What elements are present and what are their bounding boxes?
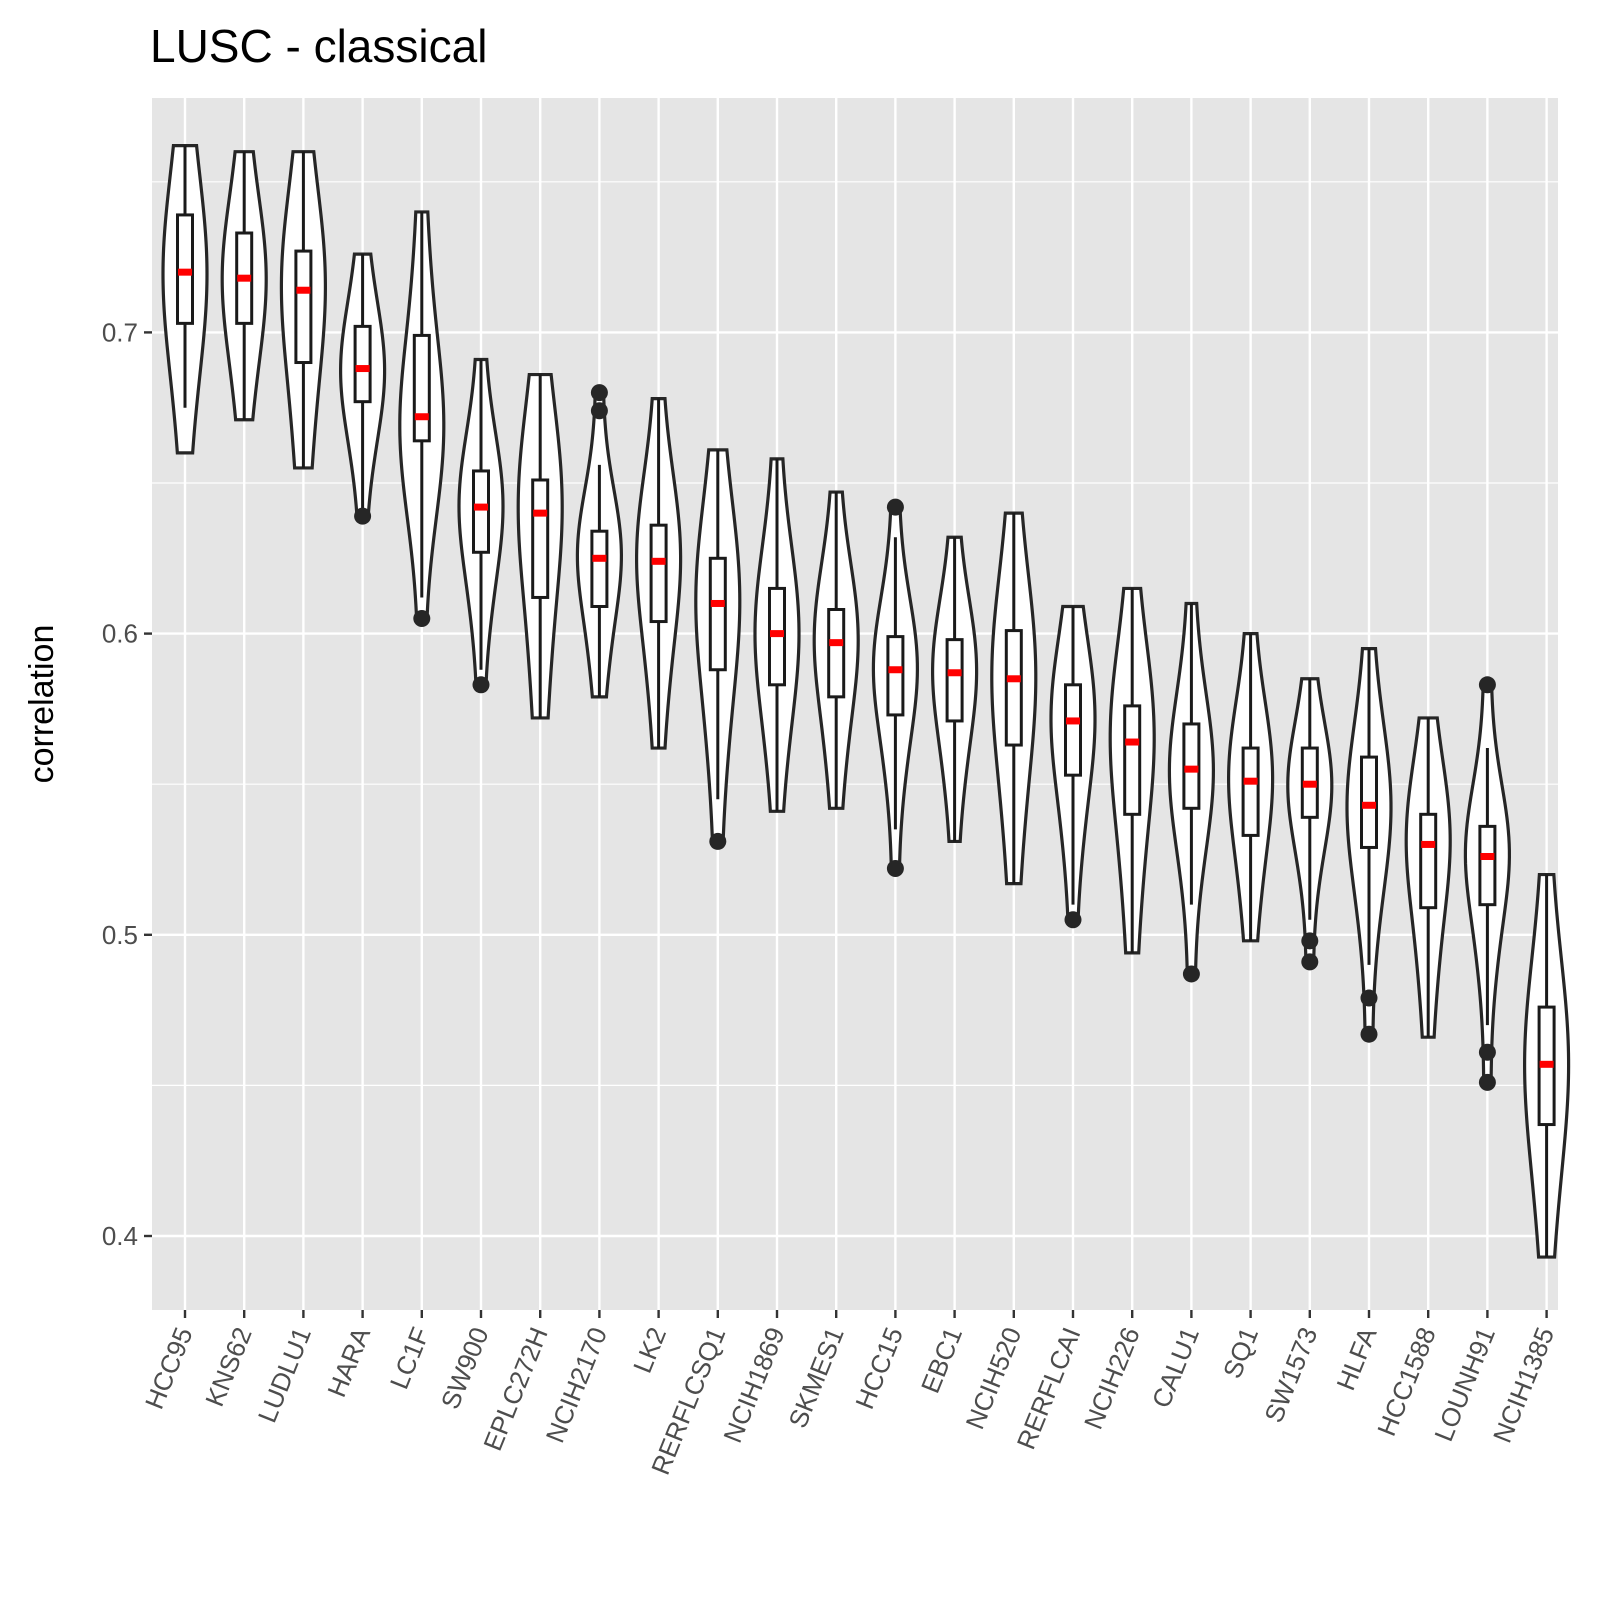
violin-group [338,252,387,525]
box [1419,812,1438,910]
violin-group [575,384,624,699]
outlier-point [1478,1043,1496,1061]
outlier-point [413,610,431,628]
violin-group [1049,604,1097,929]
violin-group [812,490,860,810]
box [412,333,431,443]
outlier-point [886,860,904,878]
y-axis: 0.4 0.5 0.6 0.7 [102,317,152,1251]
outlier-point [709,832,727,850]
x-tick-label: LC1F [384,1323,436,1393]
violin-group [1226,632,1275,943]
violin-group [871,498,920,878]
violin-group [1463,676,1512,1091]
x-tick-label: KNS62 [199,1323,258,1411]
outlier-point [590,402,608,420]
box [649,523,668,624]
box [294,249,313,365]
violin-group [990,511,1038,886]
outlier-point [1182,965,1200,983]
x-tick-label: LK2 [627,1323,672,1377]
outlier-point [472,676,490,694]
violin-group [931,535,979,844]
outlier-point [354,507,372,525]
x-tick-label: SKMES1 [782,1323,849,1432]
violin-marks [161,144,1571,1259]
violin-group [1345,647,1393,1043]
box [531,478,550,599]
y-tick-label: 0.5 [102,920,138,950]
y-tick-label: 0.7 [102,317,138,347]
violin-group [1108,586,1156,955]
chart-title: LUSC - classical [150,20,487,72]
violin-group [220,150,268,422]
x-tick-label: HLFA [1330,1322,1382,1394]
x-tick-label: HCC1588 [1371,1323,1442,1440]
x-tick-label: EBC1 [915,1323,968,1397]
x-tick-label: SW1573 [1258,1323,1323,1427]
outlier-point [1360,989,1378,1007]
box [1123,704,1142,816]
box [353,324,372,404]
y-tick-label: 0.6 [102,619,138,649]
violin-group [753,457,801,813]
outlier-point [1478,1073,1496,1091]
x-tick-label: HCC15 [849,1323,909,1413]
y-tick-label: 0.4 [102,1221,138,1251]
violin-group [457,357,505,694]
violin-group [398,210,446,628]
violin-group [161,144,209,455]
box [1478,824,1497,907]
outlier-point [590,384,608,402]
x-tick-label: HARA [321,1322,376,1401]
box [827,608,846,699]
violin-group [1167,601,1216,983]
violin-group [1522,872,1571,1259]
box [945,638,964,723]
x-tick-label: HCC95 [139,1323,199,1413]
outlier-point [1064,911,1082,929]
box [1064,683,1082,777]
violin-group [1404,716,1452,1039]
box [1004,629,1023,747]
violin-group [635,397,683,750]
box [886,635,905,717]
violin-group [694,448,742,850]
box [1241,746,1260,837]
outlier-point [1301,932,1319,950]
x-tick-label: SQ1 [1217,1323,1264,1382]
x-tick-label: NCIH520 [959,1323,1027,1433]
box [590,529,609,608]
outlier-point [1478,676,1496,694]
outlier-point [1360,1025,1378,1043]
outlier-point [1301,953,1319,971]
x-tick-label: LUDLU1 [252,1323,317,1427]
box [472,469,490,554]
violin-group [516,372,564,720]
x-tick-label: NCIH226 [1078,1323,1146,1433]
x-tick-label: SW900 [435,1323,495,1413]
violin-group [279,150,328,470]
violin-group [1286,677,1334,971]
x-tick-label: CALU1 [1146,1323,1205,1412]
box [708,556,727,672]
y-axis-title: correlation [23,625,61,784]
outlier-point [886,498,904,516]
